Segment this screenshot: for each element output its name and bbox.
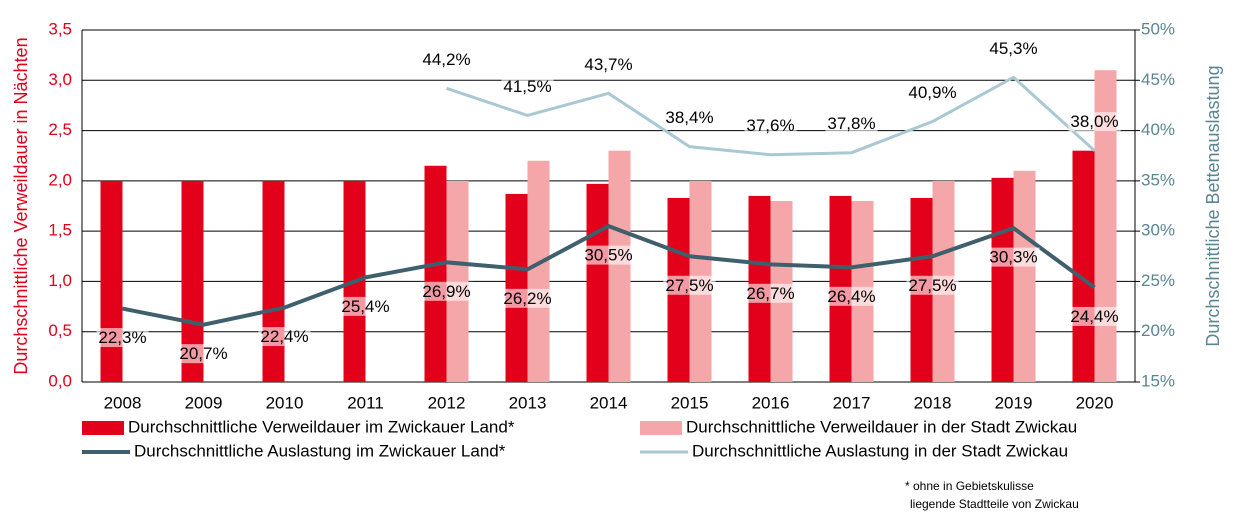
label-bg [420, 281, 473, 301]
data-label: 44,2% [422, 50, 470, 69]
y-tick-label: 1,0 [48, 271, 72, 290]
data-label: 26,2% [503, 289, 551, 308]
x-tick-label: 2013 [509, 393, 547, 412]
bar [424, 165, 447, 382]
y-tick-label: 3,0 [48, 70, 72, 89]
data-label: 27,5% [665, 276, 713, 295]
x-tick-label: 2010 [266, 393, 304, 412]
label-bg [744, 116, 797, 136]
y-tick-label: 0,0 [48, 371, 72, 390]
label-bg [987, 247, 1040, 267]
data-label: 30,5% [584, 246, 632, 265]
bar [586, 183, 609, 382]
label-bg [96, 328, 149, 348]
y-tick-label: 0,5 [48, 321, 72, 340]
data-label: 37,6% [746, 116, 794, 135]
data-label: 20,7% [179, 344, 227, 363]
x-tick-label: 2012 [428, 393, 466, 412]
label-bg [906, 83, 959, 103]
label-bg [420, 49, 473, 69]
y2-axis-label: Durchschnittliche Bettenauslastung [1203, 65, 1223, 346]
label-bg [987, 38, 1040, 58]
label-bg [258, 327, 311, 347]
label-bg [906, 275, 959, 295]
x-tick-label: 2014 [590, 393, 628, 412]
y-tick-label: 3,5 [48, 19, 72, 38]
x-tick-label: 2016 [752, 393, 790, 412]
data-label: 38,4% [665, 108, 713, 127]
data-label: 26,7% [746, 284, 794, 303]
label-bg [663, 275, 716, 295]
y2-tick-label: 25% [1141, 271, 1175, 290]
data-label: 41,5% [503, 77, 551, 96]
label-bg [825, 114, 878, 134]
label-bg [339, 296, 392, 316]
bar [262, 180, 285, 382]
label-bg [501, 76, 554, 96]
data-label: 37,8% [827, 114, 875, 133]
bar [608, 150, 631, 382]
bar [1072, 150, 1095, 382]
label-bg [582, 54, 635, 74]
y2-tick-label: 30% [1141, 221, 1175, 240]
bar [1094, 70, 1117, 382]
data-label: 24,4% [1070, 307, 1118, 326]
label-bg [1068, 306, 1121, 326]
y2-tick-label: 45% [1141, 70, 1175, 89]
legend-label: Durchschnittliche Auslastung im Zwickaue… [134, 441, 506, 460]
y2-tick-label: 50% [1141, 19, 1175, 38]
legend-label: Durchschnittliche Verweildauer in der St… [686, 417, 1077, 436]
line [446, 75, 1096, 157]
footnote: * ohne in Gebietskulisse [905, 479, 1034, 493]
bar [446, 180, 469, 382]
y-axis-label: Durchschnittliche Verweildauer in Nächte… [11, 37, 31, 374]
x-tick-label: 2015 [671, 393, 709, 412]
data-label: 22,3% [98, 328, 146, 347]
x-tick-label: 2017 [833, 393, 871, 412]
bar [505, 193, 528, 382]
label-bg [582, 245, 635, 265]
label-bg [501, 288, 554, 308]
y2-tick-label: 20% [1141, 321, 1175, 340]
bar [527, 160, 550, 382]
bar [181, 180, 204, 382]
y-tick-label: 2,0 [48, 170, 72, 189]
label-bg [1068, 112, 1121, 132]
data-label: 26,9% [422, 282, 470, 301]
legend-swatch [640, 421, 682, 435]
x-tick-label: 2018 [914, 393, 952, 412]
x-tick-label: 2019 [995, 393, 1033, 412]
label-bg [825, 286, 878, 306]
data-label: 30,3% [989, 248, 1037, 267]
bar [991, 177, 1014, 382]
line [122, 223, 1096, 327]
y2-tick-label: 15% [1141, 371, 1175, 390]
bar [1013, 170, 1036, 382]
x-tick-label: 2009 [185, 393, 223, 412]
data-label: 38,0% [1070, 112, 1118, 131]
data-label: 43,7% [584, 55, 632, 74]
x-tick-label: 2020 [1076, 393, 1114, 412]
label-bg [663, 108, 716, 128]
data-label: 25,4% [341, 297, 389, 316]
y2-tick-label: 40% [1141, 120, 1175, 139]
data-label: 26,4% [827, 287, 875, 306]
x-tick-label: 2008 [104, 393, 142, 412]
x-tick-label: 2011 [347, 393, 384, 412]
legend-swatch [82, 421, 124, 435]
y-tick-label: 1,5 [48, 221, 72, 240]
data-label: 45,3% [989, 39, 1037, 58]
data-label: 22,4% [260, 327, 308, 346]
data-label: 27,5% [908, 276, 956, 295]
footnote: liegende Stadtteile von Zwickau [910, 497, 1079, 511]
bar [100, 180, 123, 382]
label-bg [177, 344, 230, 364]
legend-label: Durchschnittliche Auslastung in der Stad… [692, 441, 1068, 460]
legend-label: Durchschnittliche Verweildauer im Zwicka… [128, 417, 515, 436]
label-bg [744, 283, 797, 303]
y2-tick-label: 35% [1141, 170, 1175, 189]
data-label: 40,9% [908, 83, 956, 102]
y-tick-label: 2,5 [48, 120, 72, 139]
